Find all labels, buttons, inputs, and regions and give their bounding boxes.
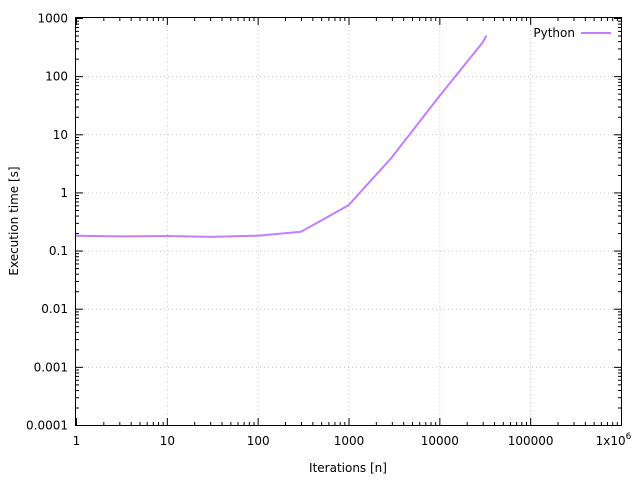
x-tick-labels: 1 10 100 1000 10000 100000 1x106	[73, 432, 632, 448]
y-tick-label: 10	[53, 128, 68, 142]
y-tick-labels: 0.0001 0.001 0.01 0.1 1 10 100 1000	[26, 12, 68, 433]
series-line-python	[75, 35, 488, 238]
x-tick-label: 10000	[421, 434, 459, 448]
grid	[76, 18, 621, 425]
x-tick-label: 10	[160, 434, 175, 448]
y-axis-label: Execution time [s]	[7, 166, 21, 275]
y-tick-label: 1	[60, 186, 68, 200]
x-tick-label: 1000	[334, 434, 365, 448]
y-tick-label: 100	[45, 70, 68, 84]
y-tick-label: 0.001	[34, 360, 68, 374]
x-tick-label: 100	[247, 434, 270, 448]
axis-ticks	[76, 18, 622, 426]
y-tick-label: 0.0001	[26, 419, 68, 433]
legend: Python	[533, 26, 611, 40]
x-tick-label-exponent: 6	[626, 432, 632, 442]
legend-label-python: Python	[533, 26, 575, 40]
y-tick-label: 0.1	[49, 244, 68, 258]
x-axis-label: Iterations [n]	[309, 461, 387, 475]
y-tick-label: 1000	[37, 12, 68, 26]
x-tick-label: 100000	[508, 434, 554, 448]
y-tick-label: 0.01	[41, 302, 68, 316]
plot-frame	[75, 17, 622, 426]
series-layer	[75, 35, 488, 238]
x-tick-label: 1	[73, 434, 81, 448]
x-tick-label: 1x106	[596, 432, 632, 448]
